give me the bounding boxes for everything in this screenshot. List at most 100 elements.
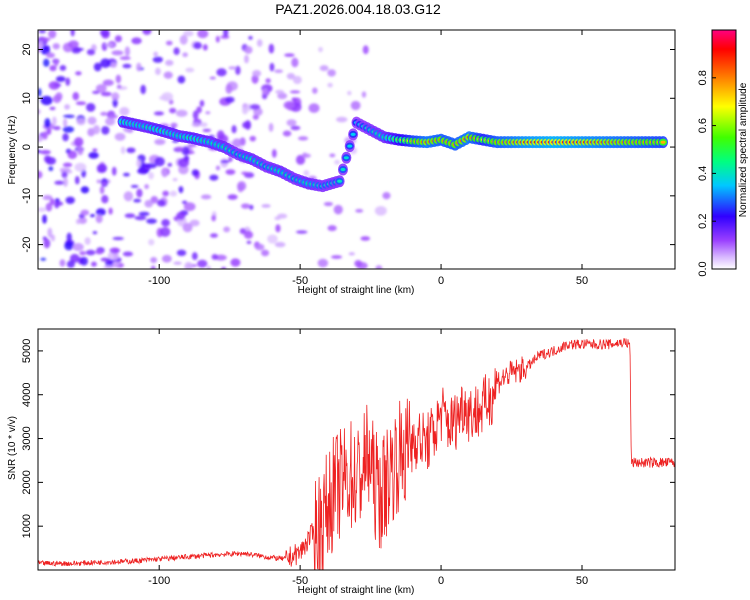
colorbar-label: Normalized spectral amplitude <box>738 82 749 217</box>
spectrogram-noise-blob <box>107 251 119 261</box>
spectrogram-x-label: Height of straight line (km) <box>298 285 415 296</box>
spectrogram-noise-blob <box>215 254 227 261</box>
spectrogram-noise-blob <box>39 37 51 42</box>
spectrogram-noise-blob <box>260 249 270 257</box>
spectrogram-noise-blob <box>202 44 208 51</box>
spectrogram-noise-blob <box>181 146 190 156</box>
spectrogram-noise-blob <box>115 74 122 84</box>
spectrogram-noise-blob <box>40 257 47 261</box>
spectrogram-noise-blob <box>267 234 278 244</box>
spectrogram-noise-blob <box>48 30 57 39</box>
spectrogram-noise-blob <box>144 163 157 169</box>
spectrogram-noise-blob <box>246 240 252 245</box>
spectrogram-noise-blob <box>137 168 150 175</box>
spectrogram-noise-blob <box>241 171 249 175</box>
spectrogram-noise-blob <box>80 256 88 266</box>
spectrogram-noise-blob <box>87 116 97 125</box>
spectrogram-noise-blob <box>76 117 86 126</box>
spectrogram-noise-blob <box>290 125 301 131</box>
spectrogram-noise-blob <box>69 253 80 263</box>
spectrogram-noise-blob <box>100 58 111 68</box>
spectrogram-noise-blob <box>85 103 96 112</box>
spectrogram-noise-blob <box>100 91 112 97</box>
spectrogram-noise-blob <box>269 62 275 72</box>
spectrogram-noise-blob <box>122 63 132 69</box>
spectrogram-noise-blob <box>252 69 262 77</box>
spectrogram-noise-blob <box>291 97 298 102</box>
spectrogram-noise-blob <box>161 167 168 178</box>
spectrogram-noise-blob <box>80 186 90 194</box>
spectrogram-noise-blob <box>197 30 209 39</box>
spectrogram-noise-blob <box>375 265 383 269</box>
spectrogram-noise-blob <box>138 211 150 217</box>
spectrogram-noise-blob <box>184 261 193 269</box>
spectrogram-noise-blob <box>209 174 219 181</box>
spectrogram-noise-blob <box>227 194 238 200</box>
spectrogram-noise-blob <box>144 199 154 208</box>
spectrogram-noise-blob <box>225 169 236 175</box>
spectrogram-noise-blob <box>163 71 173 79</box>
spectrogram-noise-blob <box>191 252 198 261</box>
spectrogram-noise-blob <box>286 119 297 127</box>
snr-panel: -100 -50 0 50 1000 2000 3000 4000 5000 Height o… <box>7 328 676 596</box>
spectrogram-noise-blob <box>161 254 172 263</box>
spectrogram-noise-blob <box>38 109 41 115</box>
snr-frame <box>37 328 676 571</box>
spectrogram-noise-blob <box>196 106 202 114</box>
spectrogram-noise-blob <box>101 42 108 51</box>
spectrogram-noise-blob <box>92 148 98 152</box>
spectrogram-noise-blob <box>75 218 81 225</box>
spectrogram-noise-blob <box>200 194 212 200</box>
spectrogram-noise-blob <box>38 170 43 179</box>
spectrogram-noise-blob <box>292 75 302 85</box>
spectrogram-noise-blob <box>95 249 104 255</box>
spectrogram-noise-blob <box>65 196 75 204</box>
spectrogram-frame <box>37 29 676 270</box>
spectrogram-noise-blob <box>172 178 178 182</box>
spectrogram-noise-blob <box>191 122 201 127</box>
spectrogram-noise-blob <box>274 241 286 248</box>
spectrogram-noise-blob <box>244 46 253 54</box>
spectrogram-noise-blob <box>38 30 46 34</box>
spectrogram-noise-blob <box>242 121 251 129</box>
spectrogram-x-ticks: -100 -50 0 50 <box>148 30 588 287</box>
y-tick-label: 0 <box>21 144 33 150</box>
spectrogram-noise-blob <box>223 226 231 233</box>
spectrogram-track-core <box>660 140 666 144</box>
spectrogram-noise-blob <box>225 96 235 103</box>
spectrogram-noise-blob <box>42 195 53 201</box>
spectrogram-noise-blob <box>46 128 52 135</box>
spectrogram-noise-blob <box>348 252 355 256</box>
spectrogram-noise-blob <box>382 192 391 200</box>
spectrogram-noise-blob <box>268 122 274 132</box>
snr-y-ticks: 1000 2000 3000 4000 5000 <box>21 339 675 538</box>
spectrogram-noise-blob <box>99 30 110 37</box>
spectrogram-noise-blob <box>155 67 161 76</box>
spectrogram-noise-blob <box>302 153 311 158</box>
spectrogram-noise-blob <box>191 169 199 177</box>
spectrogram-noise-blob <box>150 256 158 264</box>
spectrogram-noise-blob <box>52 95 62 104</box>
spectrogram-noise-blob <box>75 71 82 76</box>
spectrogram-noise-blob <box>274 69 283 74</box>
spectrogram-noise-blob <box>46 52 55 58</box>
spectrogram-noise-blob <box>178 186 184 194</box>
spectrogram-noise-blob <box>67 150 78 159</box>
spectrogram-noise-blob <box>114 132 126 141</box>
spectrogram-noise-blob <box>92 231 98 235</box>
spectrogram-noise-blob <box>242 106 249 115</box>
spectrogram-noise-blob <box>62 162 73 168</box>
snr-x-ticks: -100 -50 0 50 <box>148 329 588 587</box>
spectrogram-noise-blob <box>211 253 219 260</box>
spectrogram-noise-blob <box>43 238 51 249</box>
y-tick-label: 5000 <box>21 339 33 363</box>
spectrogram-noise-blob <box>176 249 187 257</box>
spectrogram-noise-blob <box>303 169 310 177</box>
y-tick-label: -10 <box>21 188 33 204</box>
spectrogram-noise-blob <box>52 116 57 126</box>
snr-x-label: Height of straight line (km) <box>298 585 415 596</box>
spectrogram-noise-blob <box>111 92 120 101</box>
spectrogram-noise-blob <box>275 224 281 233</box>
spectrogram-noise-blob <box>268 43 275 54</box>
